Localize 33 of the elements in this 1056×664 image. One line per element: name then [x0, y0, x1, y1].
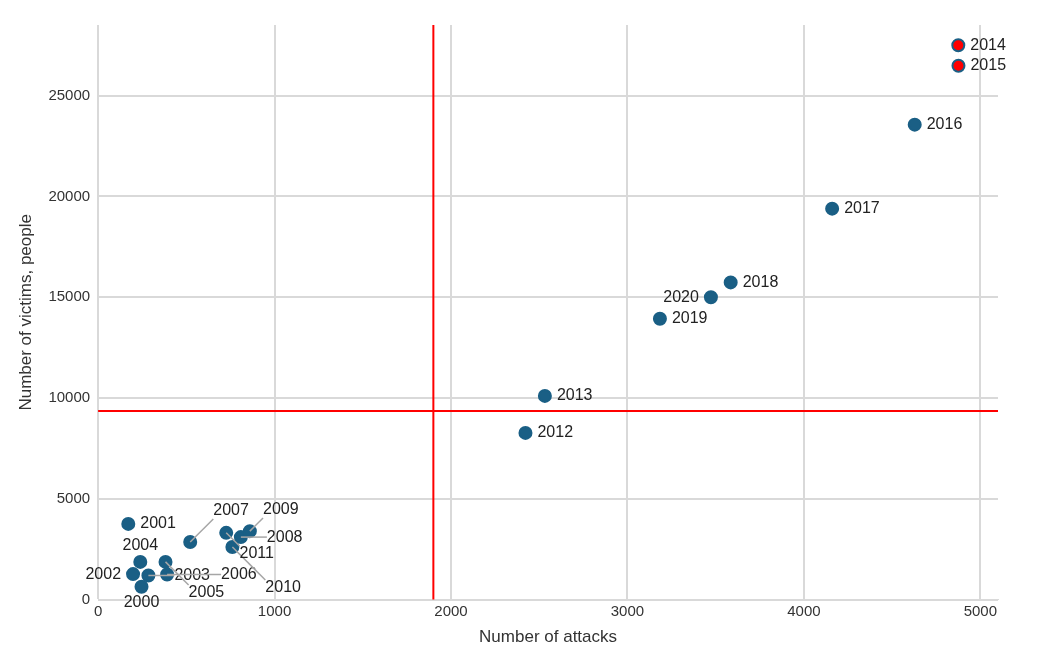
annotation: 2011 [239, 544, 275, 562]
annotation: 2019 [671, 309, 708, 327]
annotation: 2012 [537, 423, 574, 441]
x-tick-label: 4000 [787, 601, 821, 619]
annotation: 2018 [742, 272, 779, 290]
y-tick-label: 10000 [48, 388, 91, 406]
annotation: 2020 [663, 287, 700, 305]
annotation: 2004 [122, 536, 159, 554]
annotation: 2009 [263, 500, 299, 518]
annotation: 2008 [266, 527, 303, 545]
x-tick-label: 5000 [963, 601, 998, 619]
annotation: 2006 [221, 564, 257, 582]
annotation: 2010 [265, 578, 302, 596]
y-tick-label: 15000 [48, 287, 91, 305]
y-tick-label: 5000 [56, 488, 91, 506]
annotation: 2005 [188, 583, 225, 601]
y-tick-label: 20000 [48, 186, 91, 204]
annotation: 2015 [970, 56, 1007, 74]
y-tick-label: 25000 [48, 85, 91, 103]
annotation: 2007 [213, 501, 249, 519]
annotation: 2002 [85, 564, 122, 582]
y-tick-label: 0 [81, 589, 91, 607]
annotation: 2001 [140, 514, 176, 532]
annotation: 2016 [926, 115, 963, 133]
x-tick-label: 0 [93, 601, 103, 619]
x-tick-label: 2000 [434, 601, 468, 619]
y-axis-title: Number of victims, people [15, 214, 35, 411]
annotation: 2014 [970, 35, 1006, 53]
annotation: 2017 [844, 199, 880, 217]
x-tick-label: 1000 [257, 601, 292, 619]
x-tick-label: 3000 [610, 601, 645, 619]
x-axis-title: Number of attacks [479, 627, 618, 647]
annotation: 2013 [556, 386, 593, 404]
